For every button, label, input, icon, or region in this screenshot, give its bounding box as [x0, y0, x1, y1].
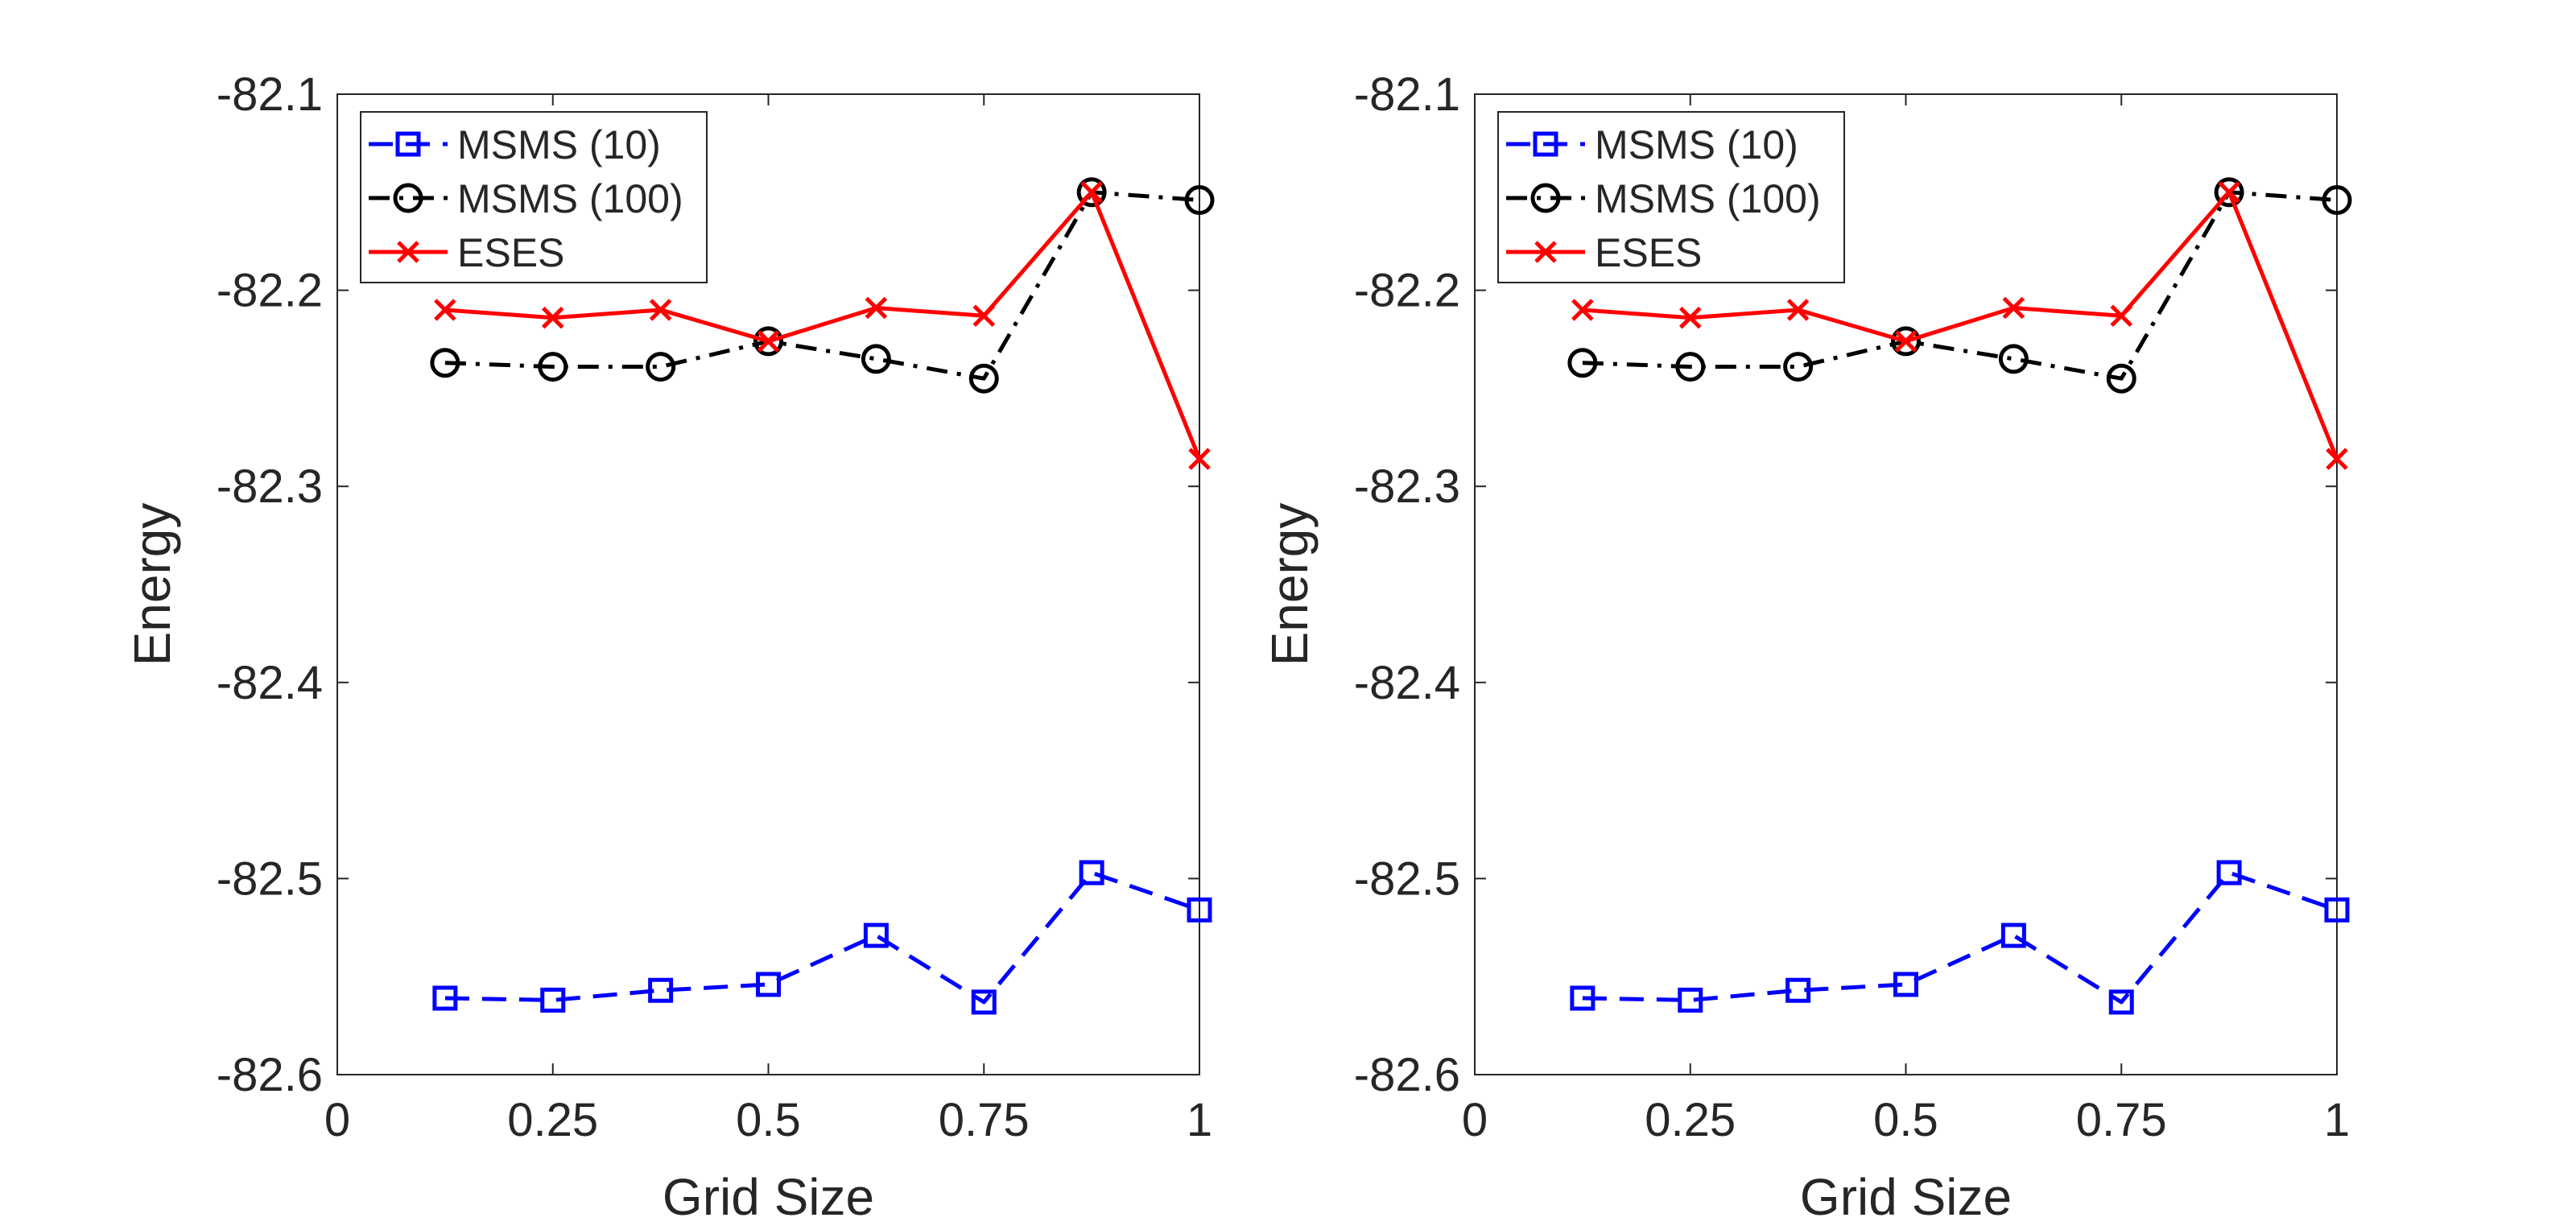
- x-tick-label: 0.75: [939, 1094, 1030, 1146]
- x-tick-label: 0: [1462, 1094, 1488, 1146]
- y-tick-label: -82.1: [1354, 68, 1460, 121]
- x-tick-label: 0.25: [1645, 1094, 1736, 1146]
- y-tick-label: -82.4: [217, 657, 323, 709]
- data-point-square: [1893, 972, 1918, 997]
- data-point-x: [972, 304, 996, 328]
- y-tick-label: -82.2: [217, 265, 323, 317]
- data-point-circle: [753, 326, 783, 357]
- data-point-square: [2216, 860, 2242, 885]
- data-point-square: [863, 922, 889, 948]
- legend-marker-3: [397, 241, 419, 263]
- legend-marker-1: [1533, 131, 1558, 157]
- x-tick-label: 0.75: [2076, 1094, 2167, 1146]
- legend-label-1: MSMS (10): [1595, 122, 1798, 167]
- data-point-x: [757, 330, 780, 353]
- y-tick-label: -82.6: [217, 1049, 323, 1101]
- legend-label-3: ESES: [1595, 230, 1702, 275]
- data-point-circle: [430, 348, 460, 378]
- y-tick-label: -82.3: [1354, 460, 1460, 513]
- legend-label-2: MSMS (100): [1595, 176, 1821, 221]
- data-point-circle: [1184, 185, 1215, 216]
- legend-marker-2: [1530, 183, 1561, 213]
- x-axis-label: Grid Size: [663, 1168, 874, 1226]
- y-tick-label: -82.4: [1354, 657, 1460, 709]
- x-tick-label: 1: [2324, 1094, 2350, 1146]
- y-axis-label: Energy: [123, 503, 181, 667]
- data-point-circle: [646, 352, 676, 382]
- series-line-1: [444, 870, 1200, 1005]
- data-point-x: [1188, 448, 1211, 470]
- data-point-circle: [2106, 363, 2136, 394]
- data-point-square: [540, 987, 566, 1013]
- y-tick-label: -82.5: [217, 852, 323, 905]
- data-point-circle: [1567, 348, 1598, 378]
- data-point-square: [648, 977, 674, 1003]
- data-point-square: [1570, 985, 1596, 1011]
- data-point-circle: [2322, 185, 2352, 216]
- data-point-square: [1187, 897, 1212, 922]
- series-line-3: [444, 190, 1202, 460]
- data-point-circle: [861, 344, 891, 374]
- data-point-circle: [1675, 352, 1706, 382]
- data-point-x: [1678, 306, 1702, 329]
- legend-label-1: MSMS (10): [457, 122, 661, 167]
- data-point-square: [1785, 977, 1811, 1003]
- data-point-circle: [968, 363, 999, 394]
- x-tick-label: 0: [324, 1094, 350, 1146]
- chart-panel-2: 0 0.25 0.5 0.75 1 -82.6 -82.5 -82.4 -82.3 -82.2 -8…: [1261, 68, 2352, 1226]
- data-point-circle: [2214, 177, 2244, 208]
- data-point-x: [649, 299, 672, 321]
- data-point-square: [2324, 897, 2350, 922]
- data-point-x: [541, 306, 564, 329]
- data-point-square: [2000, 922, 2026, 948]
- legend-marker-2: [393, 183, 423, 213]
- data-point-circle: [1076, 177, 1107, 208]
- data-point-circle: [1998, 344, 2029, 374]
- x-tick-label: 0.5: [736, 1094, 801, 1146]
- data-point-x: [434, 299, 456, 321]
- data-point-square: [1678, 987, 1703, 1013]
- data-point-x: [2002, 296, 2025, 320]
- series-line-3: [1582, 190, 2339, 460]
- data-point-square: [756, 972, 781, 997]
- x-tick-label: 1: [1187, 1094, 1212, 1146]
- data-point-x: [865, 296, 888, 320]
- data-point-x: [1786, 299, 1810, 321]
- data-point-x: [2326, 448, 2348, 470]
- data-point-x: [1571, 299, 1594, 321]
- data-point-x: [1894, 330, 1918, 353]
- data-point-square: [432, 985, 458, 1011]
- x-tick-label: 0.5: [1873, 1094, 1938, 1146]
- legend-marker-1: [395, 131, 421, 157]
- y-tick-label: -82.5: [1354, 852, 1460, 905]
- legend-marker-3: [1534, 241, 1557, 263]
- legend-label-3: ESES: [457, 230, 564, 275]
- data-point-circle: [1891, 326, 1921, 357]
- data-point-circle: [538, 352, 568, 382]
- series-line-1: [1582, 870, 2338, 1005]
- data-point-square: [2108, 989, 2134, 1015]
- data-point-x: [2218, 181, 2240, 204]
- series-line-2: [444, 190, 1200, 381]
- data-point-x: [2110, 304, 2133, 328]
- series-line-2: [1582, 190, 2338, 381]
- chart-panel-1: 0 0.25 0.5 0.75 1 -82.6 -82.5 -82.4 -82.3 -82.2 -8…: [123, 68, 1215, 1226]
- data-point-x: [1080, 181, 1103, 204]
- data-point-circle: [1783, 352, 1814, 382]
- y-tick-label: -82.1: [217, 68, 323, 121]
- x-tick-label: 0.25: [507, 1094, 598, 1146]
- y-tick-label: -82.6: [1354, 1049, 1460, 1101]
- y-tick-label: -82.2: [1354, 265, 1460, 317]
- x-axis-label: Grid Size: [1800, 1168, 2012, 1226]
- data-point-square: [971, 989, 997, 1015]
- data-point-square: [1079, 860, 1104, 885]
- y-axis-label: Energy: [1261, 503, 1319, 667]
- y-tick-label: -82.3: [217, 460, 323, 513]
- legend-label-2: MSMS (100): [457, 176, 683, 221]
